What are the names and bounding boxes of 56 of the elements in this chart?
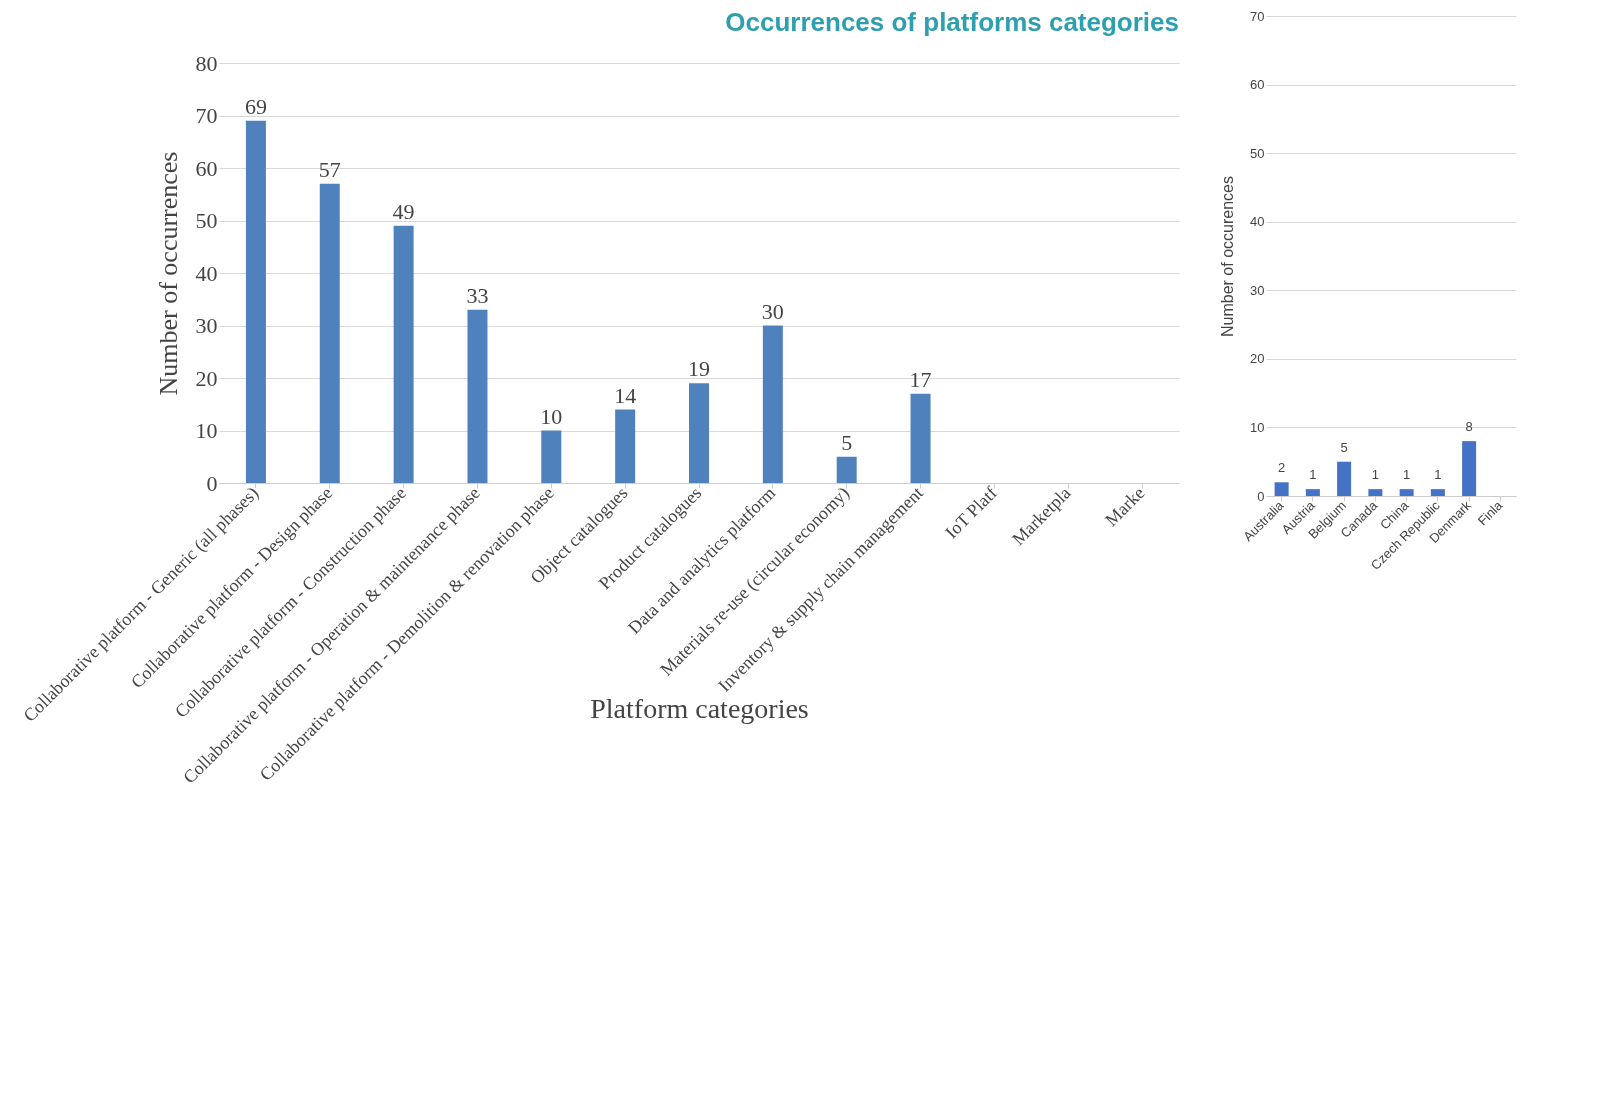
x-axis-title: Platform categories <box>590 692 809 724</box>
data-label: 49 <box>392 198 415 224</box>
y-tick-label: 0 <box>206 470 218 496</box>
bar <box>1305 489 1320 496</box>
data-label: 1 <box>1371 467 1379 483</box>
y-tick-label: 20 <box>1250 351 1265 367</box>
data-label: 1 <box>1309 467 1317 483</box>
data-label: 57 <box>318 156 341 182</box>
data-label: 33 <box>466 282 489 308</box>
data-label: 5 <box>841 429 853 455</box>
bar <box>467 309 488 483</box>
bar <box>1274 482 1289 496</box>
y-tick-label: 30 <box>195 313 218 338</box>
data-label: 69 <box>244 93 267 119</box>
y-axis-title: Number of occurrences <box>153 151 183 396</box>
y-tick-label: 40 <box>195 260 218 286</box>
data-label: 2 <box>1278 460 1286 476</box>
bar <box>836 456 857 483</box>
bar <box>689 383 709 483</box>
data-label: 30 <box>761 298 784 324</box>
bar <box>762 325 783 483</box>
y-tick-label: 10 <box>195 418 218 443</box>
x-tick-label: Finla <box>1474 497 1506 529</box>
bar <box>1399 489 1414 496</box>
y-tick-label: 60 <box>195 155 218 181</box>
data-label: 14 <box>614 382 637 408</box>
y-tick-label: 50 <box>1250 145 1265 161</box>
y-tick-label: 0 <box>1257 488 1265 504</box>
data-label: 19 <box>688 356 710 382</box>
y-tick-label: 80 <box>195 50 218 76</box>
data-label: 10 <box>540 403 563 429</box>
y-tick-label: 50 <box>195 208 218 233</box>
data-label: 5 <box>1340 439 1348 455</box>
y-tick-label: 30 <box>1250 282 1265 298</box>
bar <box>1462 441 1477 496</box>
bar <box>615 409 636 483</box>
data-label: 1 <box>1403 467 1411 483</box>
y-tick-label: 20 <box>195 365 218 391</box>
data-label: 1 <box>1434 467 1442 483</box>
bar <box>1430 489 1445 496</box>
y-tick-label: 60 <box>1250 77 1265 93</box>
bar <box>245 120 266 483</box>
y-tick-label: 70 <box>195 103 218 128</box>
data-label: 8 <box>1465 419 1473 435</box>
data-label: 17 <box>909 366 932 392</box>
bar <box>319 183 340 483</box>
bar <box>1368 489 1383 496</box>
bar <box>1337 461 1352 496</box>
bar <box>910 393 931 483</box>
y-tick-label: 40 <box>1250 214 1265 230</box>
bar <box>541 430 562 483</box>
y-tick-label: 10 <box>1250 419 1265 435</box>
bar <box>393 225 414 483</box>
chart-title: Occurrences of platforms categories <box>725 7 1179 37</box>
y-axis-title: Number of occurences <box>1219 176 1237 337</box>
y-tick-label: 70 <box>1250 8 1265 24</box>
